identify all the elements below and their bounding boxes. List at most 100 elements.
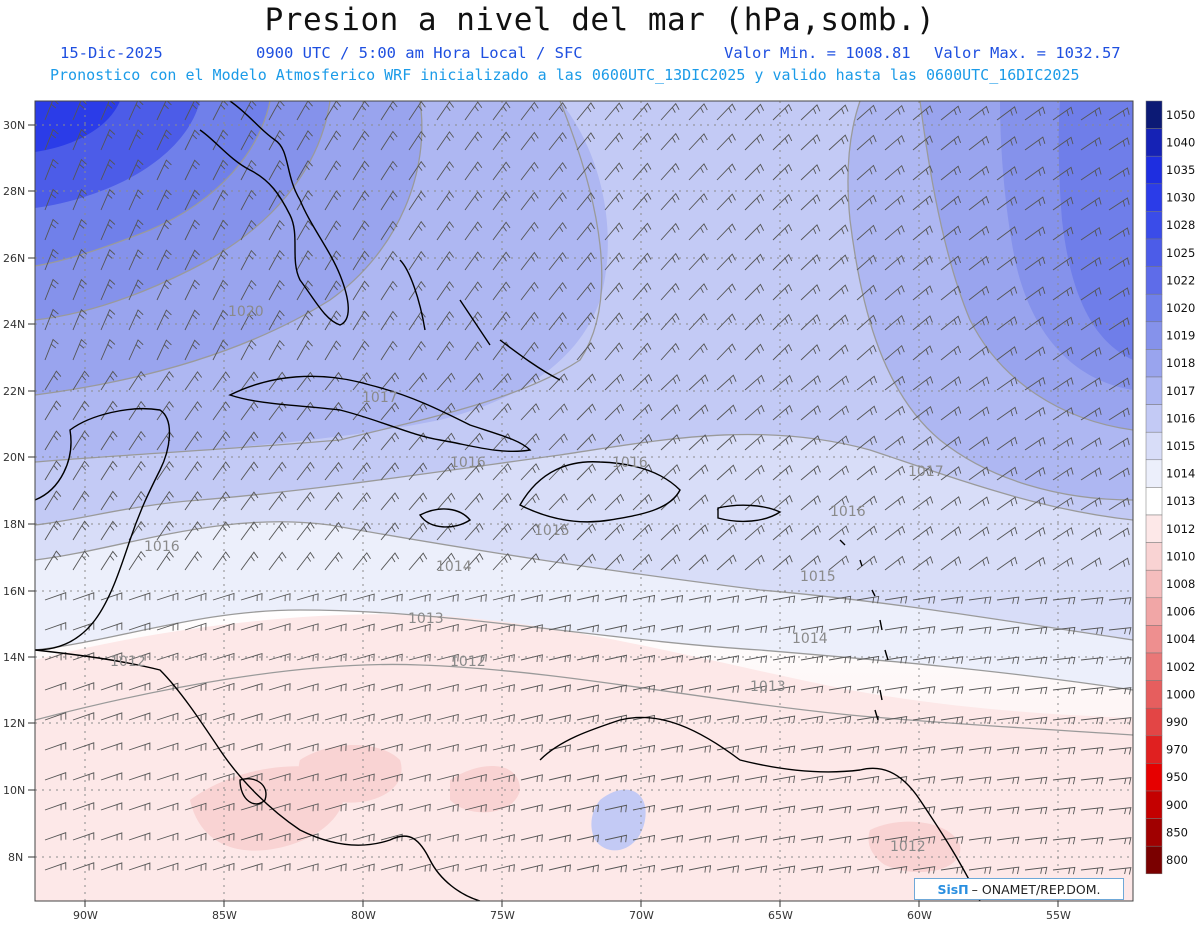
wind-barb <box>324 160 342 181</box>
wind-barb <box>716 253 736 271</box>
wind-barb <box>100 430 118 451</box>
wind-barb <box>464 101 483 121</box>
graticule <box>35 101 1133 901</box>
wind-barb <box>408 552 428 571</box>
wind-barb <box>156 712 179 721</box>
wind-barb <box>408 220 426 241</box>
wind-barb <box>296 803 319 812</box>
wind-barb <box>800 224 821 241</box>
wind-barb <box>268 623 291 632</box>
colorbar-swatch <box>1145 321 1163 350</box>
wind-barb <box>128 862 151 871</box>
longitude-axis: 90W 85W 80W 75W 70W 65W 60W 55W <box>73 901 1071 922</box>
wind-barb <box>576 864 599 873</box>
wind-barb <box>240 279 257 301</box>
colorbar-swatch <box>1145 349 1163 378</box>
wind-barb <box>324 653 347 662</box>
wind-barb <box>604 433 625 451</box>
colorbar-swatch <box>1145 680 1163 709</box>
contour-label: 1013 <box>750 679 786 695</box>
wind-barb <box>884 836 908 844</box>
wind-barb <box>240 401 259 421</box>
wind-barb <box>156 159 172 181</box>
wind-barb <box>380 713 403 722</box>
band-1016-venez <box>591 789 646 851</box>
wind-barb <box>184 521 203 541</box>
wind-barb <box>240 521 259 541</box>
wind-barb <box>436 251 455 271</box>
wind-barb <box>968 255 990 271</box>
colorbar-swatch <box>1145 404 1163 433</box>
wind-barb <box>688 865 712 873</box>
wind-barb <box>296 310 313 331</box>
wind-barb <box>996 806 1020 815</box>
wind-barb <box>996 596 1020 605</box>
wind-barb <box>240 339 257 361</box>
wind-barb <box>128 219 144 241</box>
wind-barb <box>492 804 515 812</box>
forecast-date: 15-Dic-2025 <box>60 44 163 62</box>
wind-barb <box>996 256 1018 271</box>
wind-barb <box>408 803 431 812</box>
wind-barb <box>128 742 151 751</box>
colorbar-label: 1018 <box>1166 356 1195 370</box>
wind-barb <box>576 493 596 511</box>
wind-barb <box>268 219 285 241</box>
wind-barb <box>856 104 877 121</box>
wind-barb <box>996 376 1018 391</box>
puertorico-coast <box>717 504 782 523</box>
wind-barb <box>1080 806 1104 815</box>
wind-barb <box>912 345 933 361</box>
wind-barb <box>44 188 59 211</box>
wind-barb <box>464 372 484 391</box>
wind-barb <box>940 746 964 754</box>
wind-barb <box>968 626 992 634</box>
wind-barb <box>240 461 259 481</box>
wind-barb <box>576 804 599 813</box>
colorbar-label: 1008 <box>1166 577 1195 591</box>
wind-barb <box>268 491 287 511</box>
wind-barb <box>548 744 571 753</box>
wind-barb <box>828 745 852 754</box>
wind-barb <box>156 490 174 511</box>
wind-barb <box>520 804 543 813</box>
wind-barb <box>268 521 287 541</box>
wind-barb <box>44 490 62 511</box>
wind-barb <box>268 653 291 662</box>
wind-barb <box>464 594 487 602</box>
wind-barb <box>1108 657 1132 665</box>
wind-barb <box>100 159 116 181</box>
wind-barb <box>828 775 852 784</box>
wind-barb <box>72 248 87 271</box>
wind-barb <box>464 341 483 361</box>
wind-barb <box>856 745 880 754</box>
wind-barb <box>800 134 821 151</box>
wind-barb <box>744 865 768 873</box>
wind-barb <box>184 802 207 811</box>
wind-barb <box>72 188 87 211</box>
lesser-antilles <box>839 539 889 721</box>
wind-barb <box>632 192 652 211</box>
wind-barb <box>520 864 543 873</box>
wind-barb <box>772 163 793 181</box>
wind-barb <box>856 224 877 241</box>
wind-barb <box>800 525 821 541</box>
wind-barb <box>1024 806 1048 815</box>
wind-barb <box>128 802 151 811</box>
wind-barb <box>968 345 990 361</box>
wind-barb <box>240 431 259 451</box>
wind-barb <box>940 596 964 604</box>
wind-barb <box>324 551 343 571</box>
colorbar-swatch <box>1145 790 1163 819</box>
wind-barb <box>912 465 934 481</box>
wind-barb <box>1024 836 1048 845</box>
wind-barb <box>464 654 487 662</box>
wind-barb <box>856 435 877 451</box>
wind-barb <box>128 189 144 211</box>
wind-barb <box>128 430 146 451</box>
wind-barb <box>912 555 934 571</box>
wind-barb <box>632 684 656 693</box>
wind-barb <box>1024 776 1048 785</box>
wind-barb <box>884 626 908 634</box>
wind-barb <box>856 465 877 481</box>
